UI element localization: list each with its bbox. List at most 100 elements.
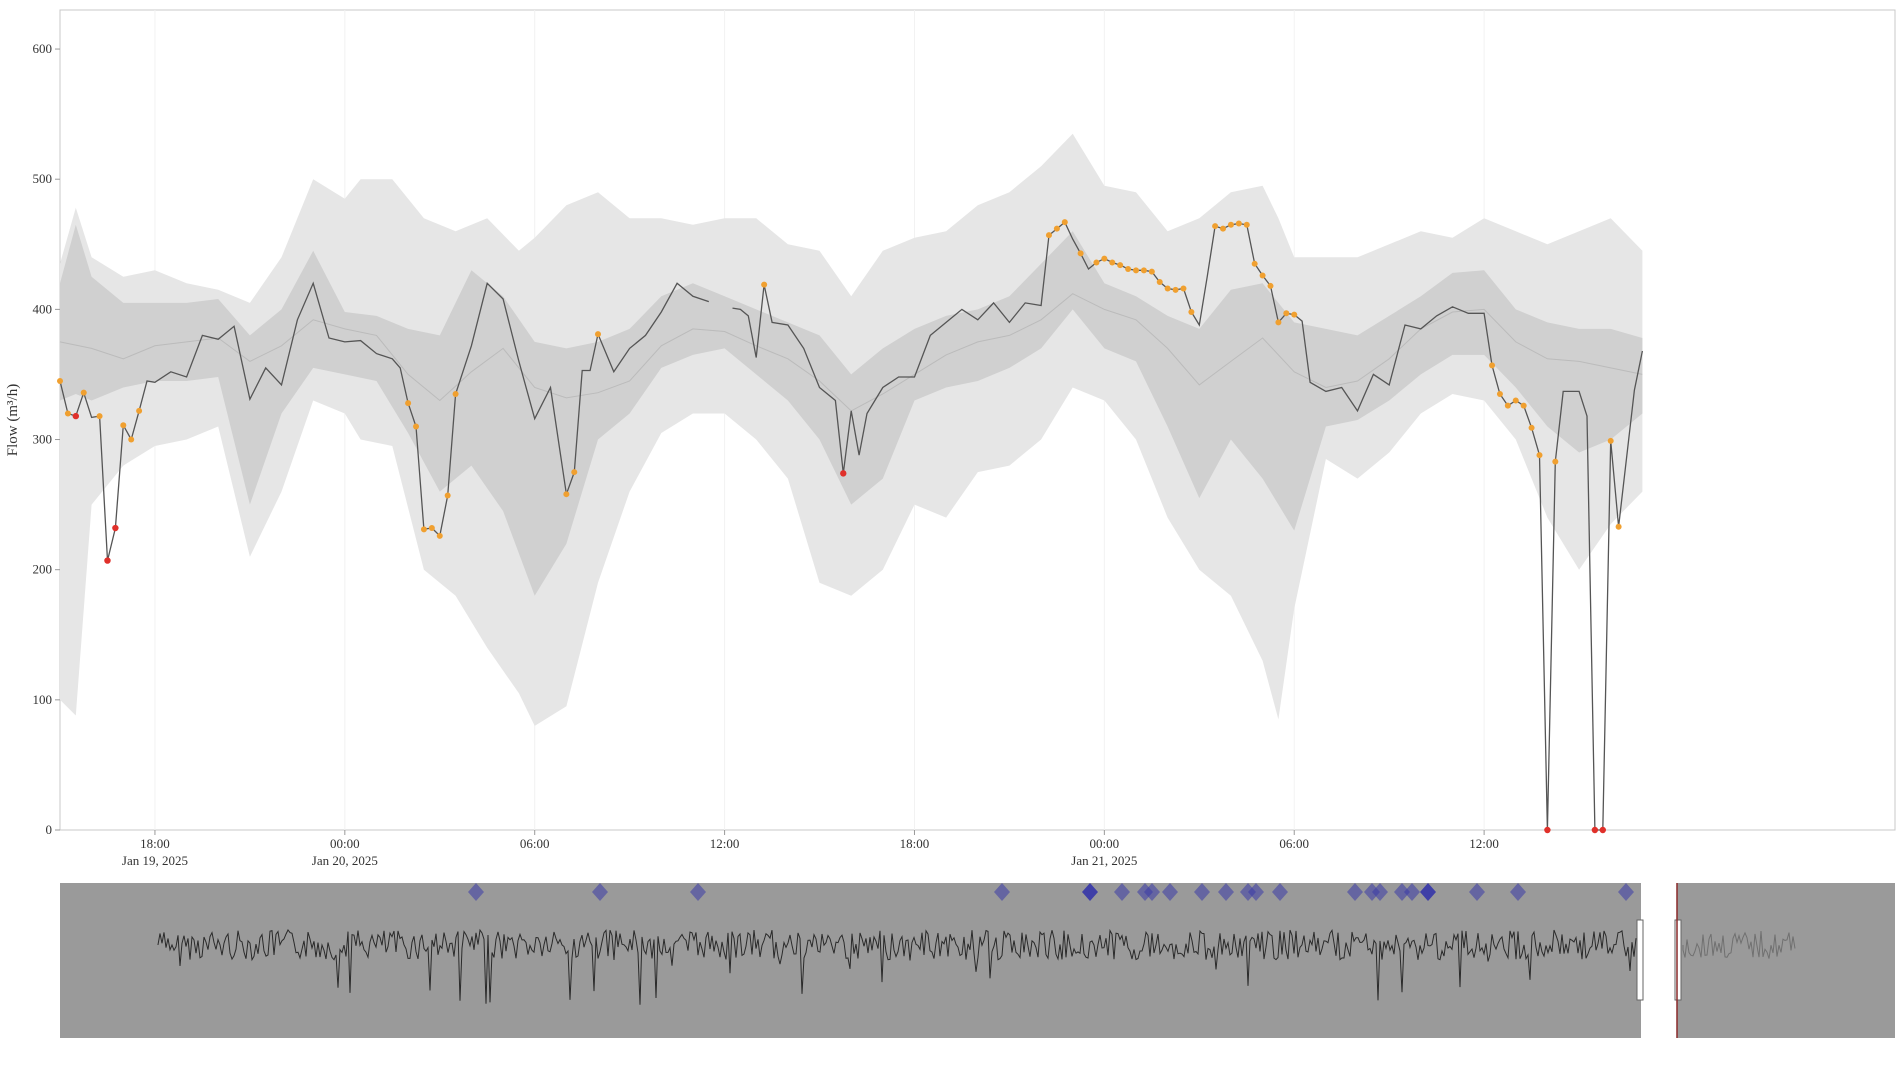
navigator-anomaly-marker — [592, 883, 608, 901]
minor-anomaly-point — [1275, 319, 1282, 326]
y-tick-label: 300 — [33, 432, 53, 447]
minor-anomaly-point — [1117, 262, 1124, 269]
minor-anomaly-point — [1251, 260, 1258, 267]
minor-anomaly-point — [571, 469, 578, 476]
navigator-anomaly-marker — [1194, 883, 1210, 901]
minor-anomaly-point — [120, 422, 127, 429]
major-anomaly-point — [1591, 826, 1599, 834]
navigator-trace — [157, 928, 1796, 1005]
minor-anomaly-point — [413, 423, 420, 430]
minor-anomaly-point — [1077, 250, 1084, 257]
navigator-markers — [468, 883, 1634, 901]
navigator-anomaly-marker — [1162, 883, 1178, 901]
navigator-anomaly-marker — [1144, 883, 1160, 901]
y-tick-label: 500 — [33, 171, 53, 186]
minor-anomaly-point — [1220, 225, 1227, 232]
navigator-right-handle[interactable] — [1674, 919, 1682, 1001]
navigator-anomaly-marker — [1372, 883, 1388, 901]
main-plot[interactable]: 0 100 200 300 400 500 600 18:00 Jan 19, 2025 00:… — [5, 9, 1896, 868]
anomaly-layer — [57, 219, 1622, 834]
navigator-anomaly-marker — [1082, 883, 1098, 901]
major-anomaly-point — [112, 524, 119, 532]
minor-anomaly-point — [64, 410, 71, 417]
minor-anomaly-point — [1235, 220, 1242, 227]
navigator-series-trace-preview — [1682, 930, 1796, 959]
x-axis: 18:00 Jan 19, 2025 00:00 Jan 20, 2025 06:00 1… — [122, 830, 1499, 868]
minor-anomaly-point — [405, 400, 412, 407]
x-tick-label: 12:00 — [710, 836, 740, 851]
minor-anomaly-point — [1148, 268, 1155, 275]
minor-anomaly-point — [1140, 267, 1147, 274]
minor-anomaly-point — [1093, 259, 1100, 266]
minor-anomaly-point — [1188, 308, 1195, 315]
minor-anomaly-point — [563, 491, 570, 498]
minor-anomaly-point — [1259, 272, 1266, 279]
navigator-anomaly-marker — [690, 883, 706, 901]
minor-anomaly-point — [1504, 402, 1511, 409]
y-tick-label: 600 — [33, 41, 53, 56]
navigator-anomaly-marker — [1218, 883, 1234, 901]
minor-anomaly-point — [1172, 286, 1179, 293]
minor-anomaly-point — [420, 526, 427, 533]
minor-anomaly-point — [1109, 259, 1116, 266]
minor-anomaly-point — [1212, 223, 1219, 230]
minor-anomaly-point — [1180, 285, 1187, 292]
major-anomaly-point — [104, 557, 111, 564]
navigator-anomaly-marker — [1420, 883, 1436, 901]
x-tick-date-label: Jan 19, 2025 — [122, 853, 188, 868]
minor-anomaly-point — [1496, 390, 1503, 397]
y-tick-label: 100 — [33, 692, 53, 707]
navigator-left-handle[interactable] — [1636, 919, 1644, 1001]
minor-anomaly-point — [1291, 311, 1298, 318]
minor-anomaly-point — [1536, 452, 1543, 459]
minor-anomaly-point — [128, 436, 135, 443]
y-tick-label: 400 — [33, 301, 53, 316]
minor-anomaly-point — [1156, 279, 1163, 286]
minor-anomaly-point — [1489, 362, 1496, 369]
major-anomaly-point — [840, 470, 847, 477]
y-tick-label: 200 — [33, 562, 53, 577]
minor-anomaly-point — [428, 525, 435, 532]
x-tick-label: 00:00 — [1090, 836, 1120, 851]
y-axis-title: Flow (m³/h) — [5, 384, 21, 456]
minor-anomaly-point — [80, 389, 87, 396]
range-navigator[interactable] — [60, 883, 1895, 1038]
minor-anomaly-point — [436, 532, 443, 539]
minor-anomaly-point — [1528, 424, 1535, 431]
minor-anomaly-point — [136, 407, 143, 414]
x-tick-label: 18:00 — [140, 836, 170, 851]
minor-anomaly-point — [57, 377, 63, 384]
minor-anomaly-point — [96, 413, 103, 420]
minor-anomaly-point — [1243, 221, 1250, 228]
navigator-anomaly-marker — [1272, 883, 1288, 901]
minor-anomaly-point — [1132, 267, 1139, 274]
navigator-anomaly-marker — [468, 883, 484, 901]
x-tick-label: 06:00 — [520, 836, 550, 851]
minor-anomaly-point — [1045, 232, 1052, 239]
minor-anomaly-point — [1552, 458, 1559, 465]
minor-anomaly-point — [1283, 310, 1290, 317]
minor-anomaly-point — [1125, 266, 1132, 273]
minor-anomaly-point — [1227, 221, 1234, 228]
minor-anomaly-point — [1520, 402, 1527, 409]
expected-layer — [59, 293, 1643, 412]
minor-anomaly-point — [1615, 523, 1622, 530]
navigator-anomaly-marker — [1618, 883, 1634, 901]
minor-anomaly-point — [1512, 397, 1519, 404]
major-anomaly-point — [1544, 826, 1551, 834]
x-tick-label: 18:00 — [900, 836, 930, 851]
minor-anomaly-point — [1164, 285, 1171, 292]
minor-anomaly-point — [452, 390, 459, 397]
major-anomaly-point — [72, 412, 80, 420]
minor-anomaly-point — [1267, 282, 1274, 289]
expected-line — [59, 293, 1643, 412]
navigator-anomaly-marker — [1347, 883, 1363, 901]
navigator-anomaly-marker — [1404, 883, 1420, 901]
minor-anomaly-point — [1061, 219, 1068, 226]
minor-anomaly-point — [594, 331, 601, 338]
x-tick-label: 00:00 — [330, 836, 360, 851]
x-tick-label: 06:00 — [1279, 836, 1309, 851]
navigator-anomaly-marker — [1469, 883, 1485, 901]
navigator-anomaly-marker — [1248, 883, 1264, 901]
